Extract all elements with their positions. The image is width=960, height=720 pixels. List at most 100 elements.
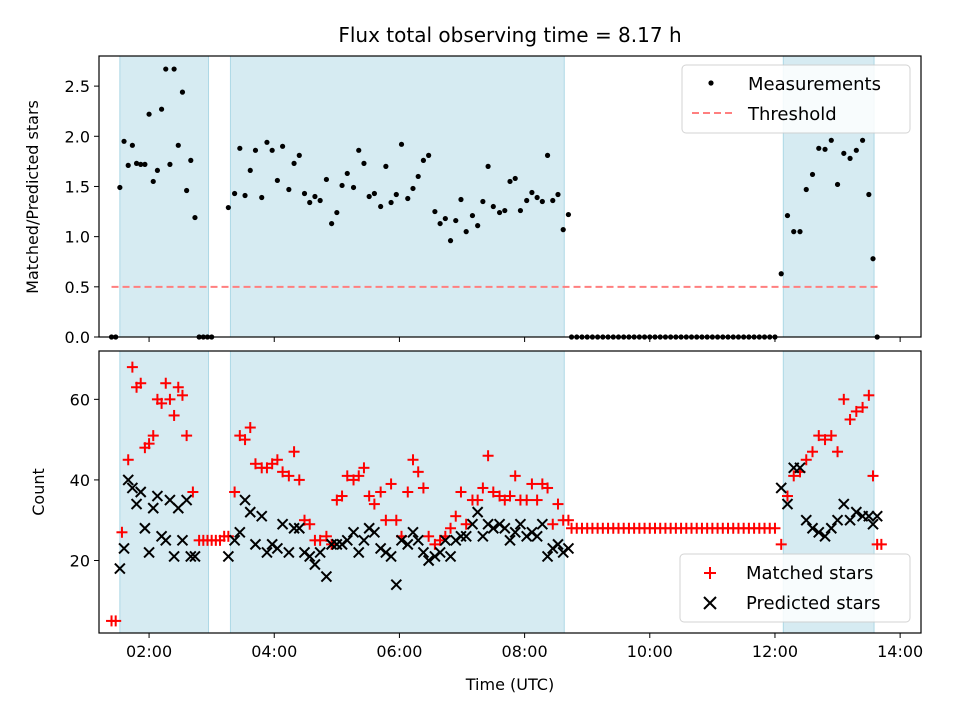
predicted-star-point [471,506,484,518]
predicted-star-point [122,474,134,486]
predicted-star-point [390,578,403,591]
matched-star-point [126,361,138,373]
matched-star-point [407,454,419,466]
bottom-y-axis-label: Count [29,468,48,516]
y-tick-label: 2.5 [65,77,90,96]
x-tick-label: 12:00 [752,642,798,661]
predicted-star-point [368,526,381,538]
predicted-star-point [239,494,251,506]
predicted-star-point [234,526,246,538]
measurement-point [188,157,194,163]
predicted-star-point [189,550,201,563]
predicted-star-point [514,518,527,530]
predicted-star-point [825,522,837,534]
measurement-point [121,138,127,144]
matched-star-point [455,486,467,498]
matched-star-point [277,466,289,478]
chart-title: Flux total observing time = 8.17 h [338,23,681,47]
matched-star-point [445,522,457,534]
measurement-point [822,146,828,152]
measurement-point [339,182,345,189]
measurement-point [317,197,323,204]
matched-star-point [531,494,543,506]
matched-star-point [187,486,199,498]
matched-star-point [160,377,172,389]
measurement-point [797,229,803,235]
matched-star-point [875,538,887,550]
matched-star-point [863,389,875,401]
predicted-star-point [531,530,543,543]
predicted-star-point [800,514,812,526]
predicted-star-point [126,482,139,494]
predicted-star-point [466,518,479,530]
predicted-star-point [402,538,414,551]
bottom-panel: 02:00 04:00 06:00 08:00 10:00 12:00 14:00 20 40 6… [70,350,923,661]
predicted-star-point [276,518,289,530]
measurement-point [150,178,156,185]
matched-star-point [482,450,494,462]
measurement-point [237,145,243,151]
matched-star-point [844,413,856,425]
measurement-point [192,214,198,221]
measurement-point [259,194,265,201]
matched-star-point [156,397,168,409]
matched-star-point [168,409,180,421]
measurement-point [371,190,377,197]
predicted-star-point [222,550,235,563]
legend-predicted-marker [703,596,717,610]
matched-star-point [450,510,462,522]
measurement-point [458,196,464,203]
predicted-star-point [331,538,343,551]
matched-star-point [314,534,326,546]
predicted-star-point [358,534,370,547]
y-tick-label: 20 [70,551,90,570]
measurement-point [225,204,231,211]
x-tick-label: 08:00 [502,642,548,661]
matched-star-point [423,530,435,542]
measurement-point [361,160,367,166]
predicted-star-point [541,550,554,563]
measurement-point [344,170,350,177]
matched-star-point [477,482,489,494]
matched-star-point [353,470,365,482]
matched-star-point [800,454,812,466]
legend-measurements-marker [708,80,714,86]
measurement-point [138,161,144,167]
measurement-point [870,256,876,262]
measurement-point [117,184,123,191]
legend-measurements-label: Measurements [748,74,881,95]
measurement-point [307,199,313,206]
predicted-star-point [504,534,516,547]
measurement-point [133,160,140,166]
measurement-point [453,217,459,224]
measurement-point [129,142,135,148]
x-tick-label: 02:00 [126,642,172,661]
predicted-star-point [180,494,193,506]
measurement-point [432,208,438,215]
matched-star-point [293,474,305,486]
matched-star-point [143,438,155,450]
measurement-point [171,66,177,72]
predicted-star-point [871,510,883,522]
predicted-star-point [422,554,435,567]
predicted-star-point [806,522,819,534]
y-tick-label: 1.0 [65,228,90,247]
predicted-star-point [168,550,180,563]
matched-star-point [867,470,879,482]
matched-star-point [562,514,574,526]
matched-star-point [283,470,295,482]
predicted-star-point [176,534,189,547]
matched-star-point [172,381,184,393]
y-tick-label: 40 [70,471,90,490]
predicted-star-point [256,510,268,522]
top-legend: Measurements Threshold [681,64,911,134]
matched-star-point [412,466,424,478]
matched-star-point [460,518,472,530]
predicted-star-point [320,570,333,583]
matched-star-point [390,514,402,526]
x-axis-label: Time (UTC) [465,675,554,694]
predicted-star-point [314,546,326,559]
x-tick-label: 10:00 [627,642,673,661]
measurement-point [154,167,161,174]
